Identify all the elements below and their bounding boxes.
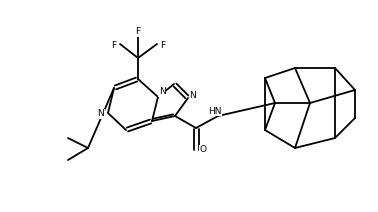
Text: F: F — [160, 40, 166, 49]
Text: HN: HN — [208, 106, 222, 116]
Text: F: F — [112, 40, 116, 49]
Text: O: O — [200, 145, 206, 155]
Text: F: F — [135, 28, 141, 36]
Text: N: N — [159, 88, 166, 96]
Text: N: N — [98, 110, 104, 119]
Text: N: N — [190, 91, 197, 99]
